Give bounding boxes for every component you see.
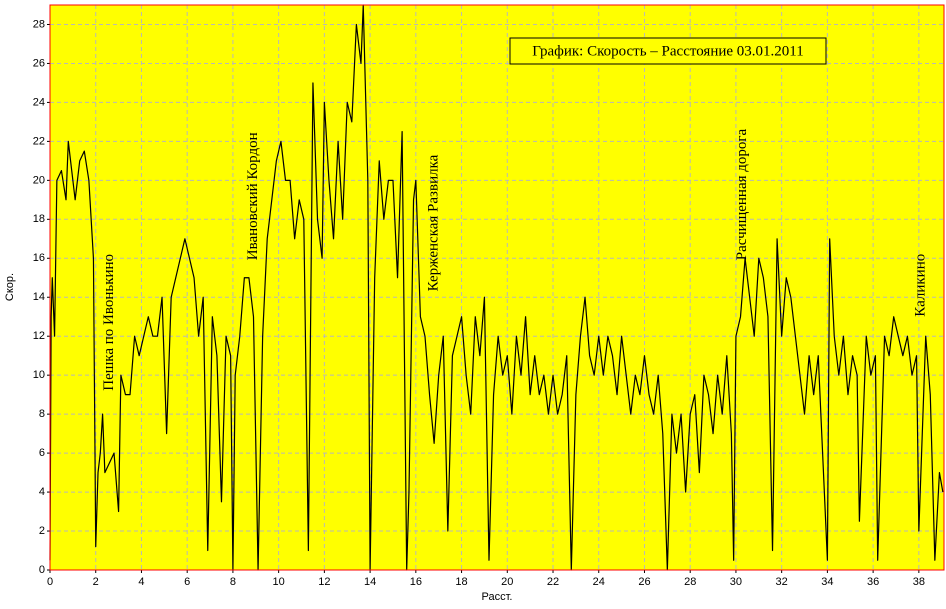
y-tick-label: 4 [39,486,45,498]
y-tick-label: 26 [33,57,45,69]
y-tick-label: 22 [33,135,45,147]
series [49,4,944,571]
x-tick-label: 8 [230,576,236,588]
y-tick-label: 6 [39,447,45,459]
x-tick-label: 14 [364,576,376,588]
x-tick-label: 20 [501,576,513,588]
x-tick-label: 16 [410,576,422,588]
title-box [509,37,827,65]
y-tick-label: 14 [33,291,45,303]
y-tick-label: 18 [33,213,45,225]
y-tick-label: 16 [33,252,45,264]
annotation: Керженская Развилка [426,154,442,291]
grid [49,5,944,571]
annotation: Ивановский Кордон [245,132,261,260]
x-tick-label: 18 [455,576,467,588]
x-tick-label: 12 [318,576,330,588]
x-tick-label: 34 [821,576,833,588]
annotation: Пешка по Ивонькино [101,254,117,391]
y-tick-label: 24 [33,96,45,108]
chart-title: График: Скорость – Расстояние 03.01.2011 [532,43,804,59]
x-tick-label: 22 [547,576,559,588]
x-tick-label: 38 [913,576,925,588]
x-tick-label: 24 [593,576,605,588]
annotation: Каликино [913,254,929,317]
y-tick-label: 0 [39,564,45,576]
y-tick-label: 2 [39,525,45,537]
y-tick-label: 8 [39,408,45,420]
x-tick-label: 10 [273,576,285,588]
x-tick-label: 26 [638,576,650,588]
plot-area [50,5,944,570]
x-tick-label: 6 [184,576,190,588]
annotation: Расчищенная дорога [734,128,750,260]
y-tick-label: 28 [33,18,45,30]
y-tick-label: 10 [33,369,45,381]
y-tick-label: 20 [33,174,45,186]
x-tick-label: 0 [47,576,53,588]
y-tick-label: 12 [33,330,45,342]
plot-border [49,4,945,571]
x-tick-label: 32 [776,576,788,588]
x-tick-label: 4 [138,576,144,588]
x-tick-label: 28 [684,576,696,588]
y-axis-label: Скор. [4,273,16,301]
x-tick-label: 36 [867,576,879,588]
speed-line [49,4,944,571]
x-tick-label: 2 [93,576,99,588]
x-tick-label: 30 [730,576,742,588]
x-axis-label: Расст. [482,591,513,603]
